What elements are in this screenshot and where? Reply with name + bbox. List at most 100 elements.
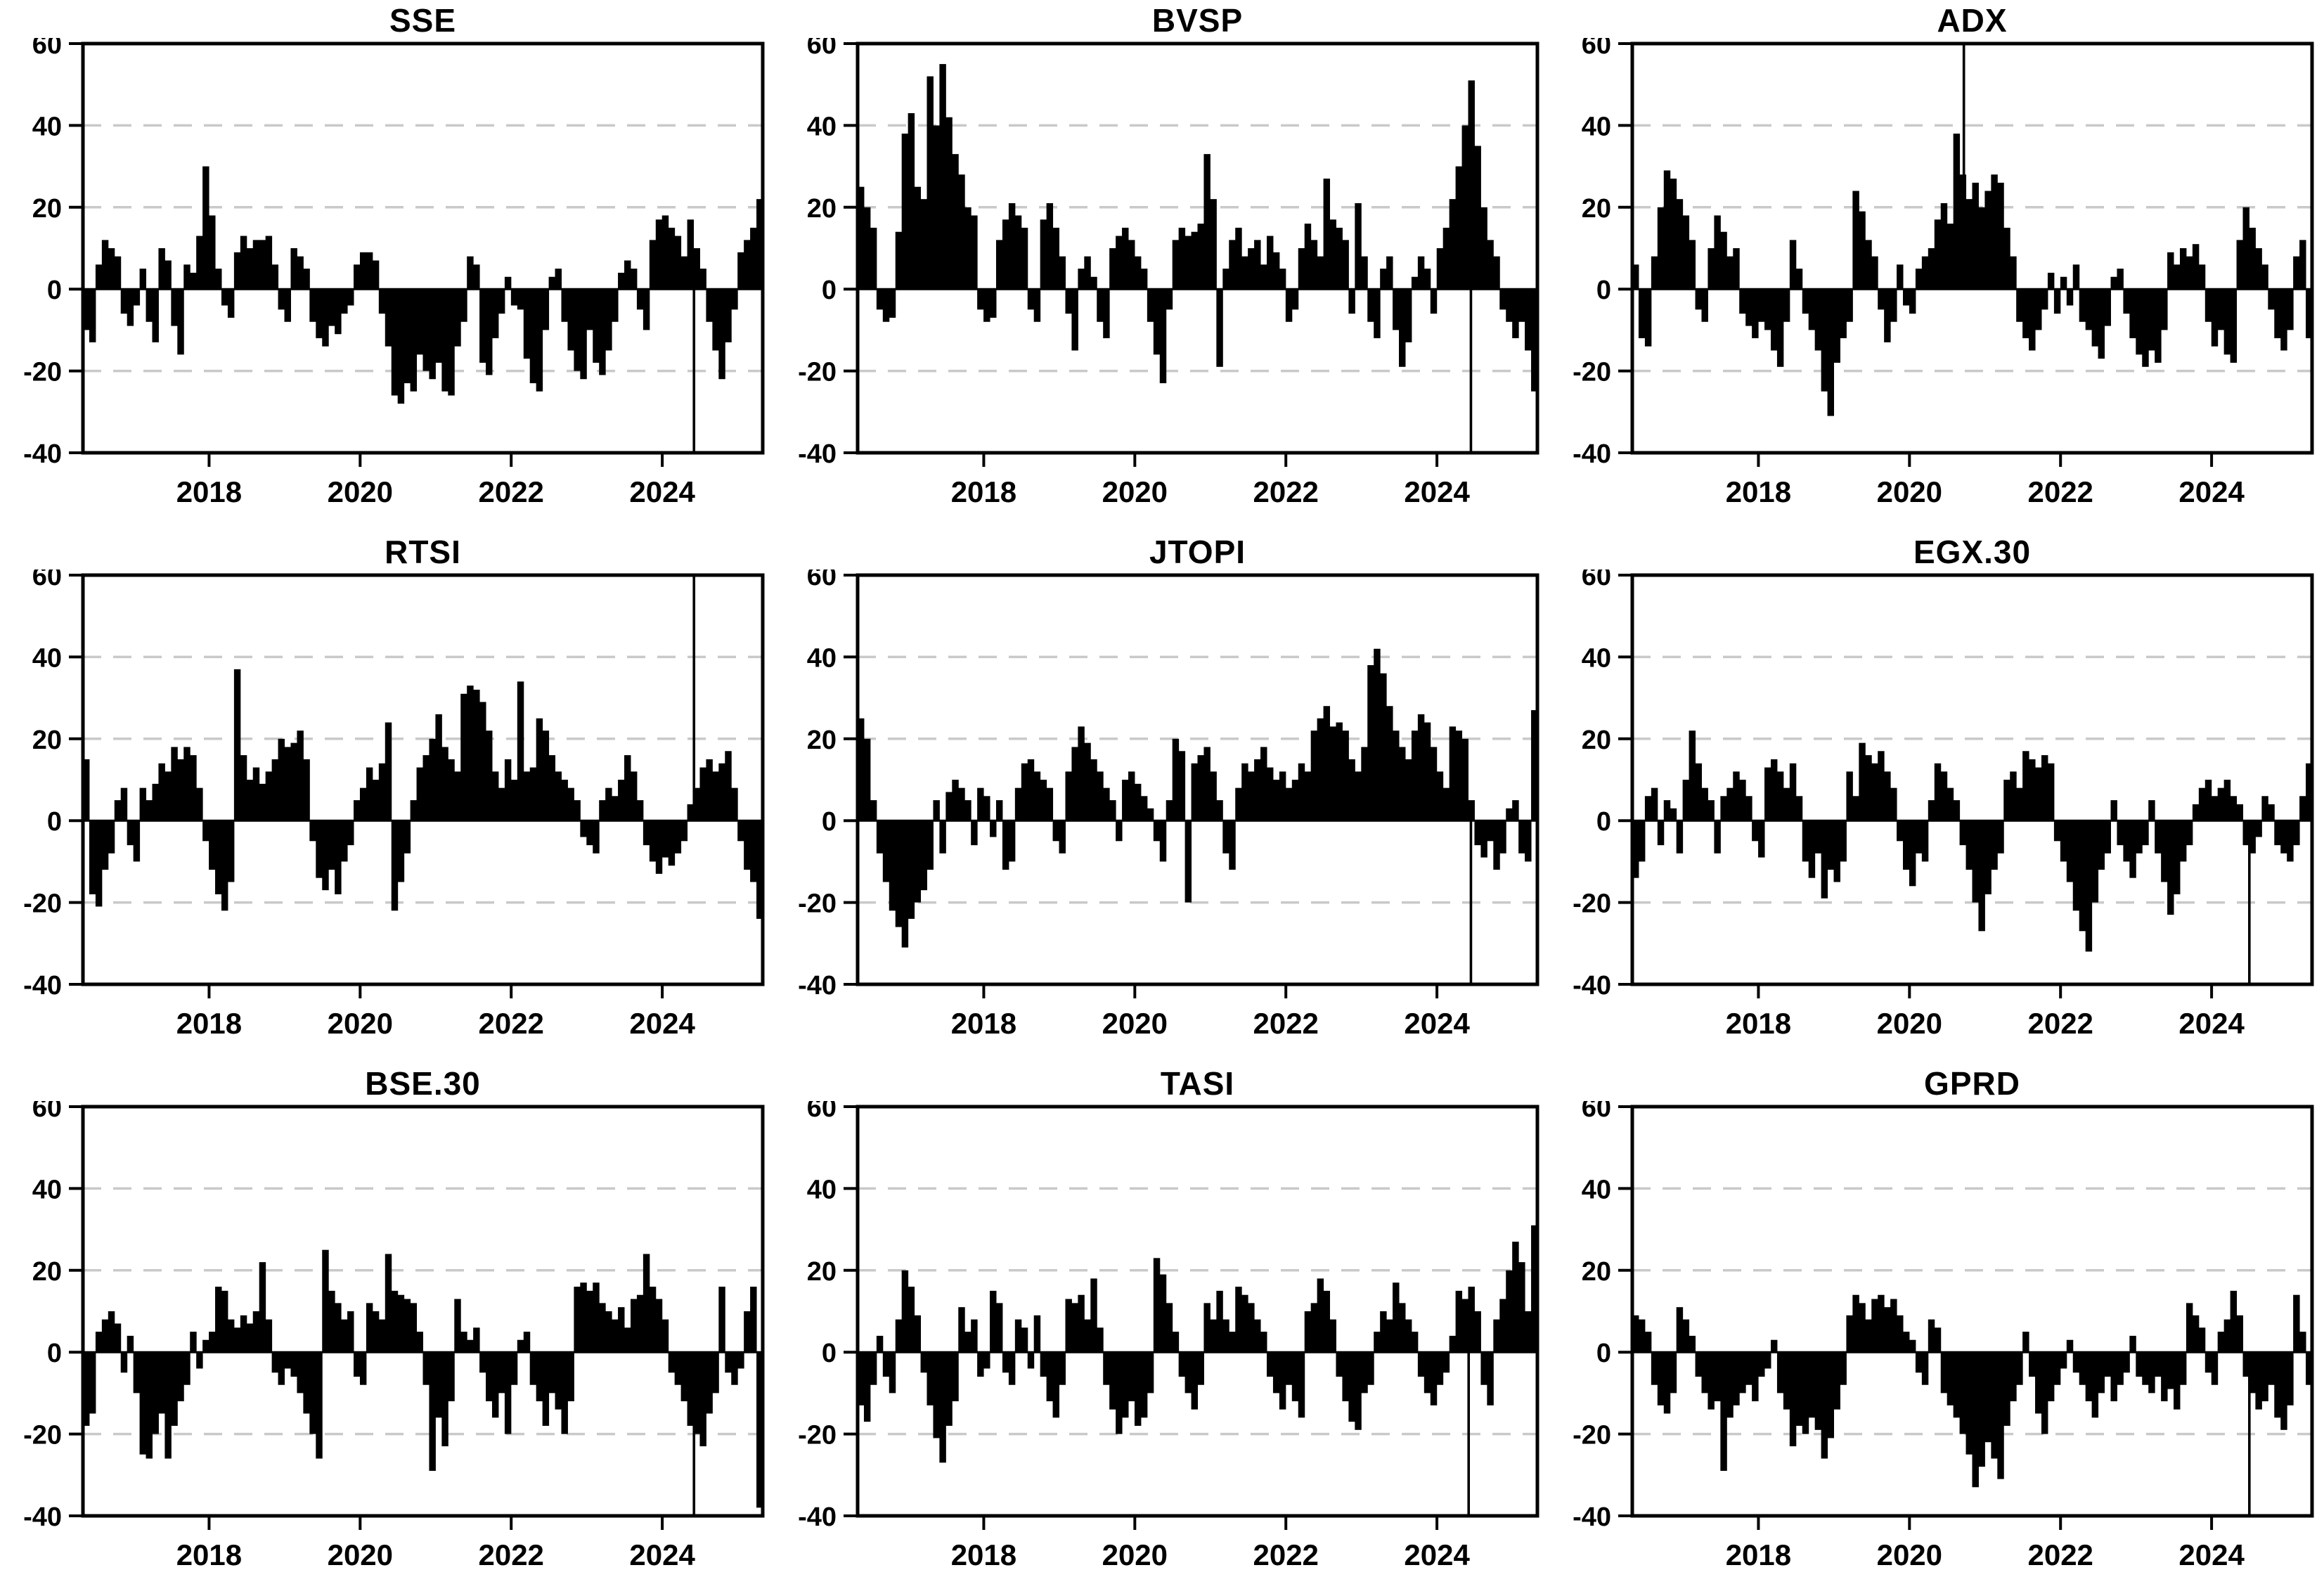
- svg-text:20: 20: [1582, 726, 1611, 755]
- subplot-title-adx: ADX: [1937, 2, 2008, 39]
- svg-text:40: 40: [807, 1175, 837, 1204]
- svg-text:20: 20: [1582, 194, 1611, 224]
- svg-text:2022: 2022: [2027, 475, 2093, 508]
- svg-text:60: 60: [32, 38, 62, 60]
- svg-text:2020: 2020: [1102, 475, 1168, 508]
- subplot-title-rtsi: RTSI: [385, 534, 461, 570]
- svg-text:-20: -20: [1573, 889, 1611, 919]
- svg-text:-20: -20: [798, 889, 837, 919]
- subplot-bse30: BSE.30 60 40 20 0 -20 -40 2018 2020 2022 2024: [0, 1063, 775, 1595]
- svg-text:-20: -20: [23, 1421, 62, 1450]
- svg-text:2022: 2022: [478, 475, 543, 508]
- subplot-title-bse30: BSE.30: [365, 1065, 481, 1102]
- gprd-plot-canvas: 60 40 20 0 -20 -40 2018 2020 2022 2024: [1573, 1101, 2314, 1571]
- svg-text:60: 60: [807, 38, 837, 60]
- sse-plot-canvas: 60 40 20 0 -20 -40 2018 2020 2022 2024: [23, 38, 765, 508]
- subplot-tasi: TASI 60 40 20 0 -20 -40 2018 2020 2022 2024: [775, 1063, 1549, 1595]
- svg-text:2024: 2024: [629, 1007, 695, 1040]
- svg-text:-40: -40: [23, 1502, 62, 1532]
- svg-text:2022: 2022: [1253, 1007, 1318, 1040]
- svg-text:20: 20: [807, 1257, 837, 1287]
- svg-text:-20: -20: [798, 358, 837, 387]
- subplot-title-bvsp: BVSP: [1151, 2, 1244, 39]
- svg-text:2020: 2020: [1102, 1007, 1168, 1040]
- svg-text:0: 0: [822, 276, 837, 305]
- svg-text:-40: -40: [23, 439, 62, 469]
- subplot-title-tasi: TASI: [1160, 1065, 1235, 1102]
- svg-text:20: 20: [807, 194, 837, 224]
- subplot-title-egx30: EGX.30: [1913, 534, 2032, 570]
- svg-text:2020: 2020: [328, 1538, 393, 1571]
- subplot-rtsi: RTSI 60 40 20 0 -20 -40 2018 2020 2022 2024: [0, 532, 775, 1063]
- svg-text:60: 60: [807, 1101, 837, 1123]
- svg-text:0: 0: [47, 807, 62, 837]
- svg-text:40: 40: [1582, 112, 1611, 141]
- svg-text:2018: 2018: [1726, 1538, 1791, 1571]
- svg-text:2018: 2018: [176, 475, 242, 508]
- svg-text:0: 0: [822, 1339, 837, 1368]
- jtopi-plot-canvas: 60 40 20 0 -20 -40 2018 2020 2022 2024: [798, 569, 1539, 1040]
- svg-text:20: 20: [32, 1257, 62, 1287]
- svg-text:40: 40: [1582, 643, 1611, 673]
- svg-text:-20: -20: [23, 358, 62, 387]
- svg-text:2022: 2022: [478, 1538, 543, 1571]
- svg-text:2022: 2022: [1253, 1538, 1318, 1571]
- subplot-sse: SSE 60 40 20 0 -20 -40 2018 2020 2022 2024: [0, 0, 775, 532]
- svg-text:2018: 2018: [1726, 475, 1791, 508]
- subplot-bvsp: BVSP 60 40 20 0 -20 -40 2018 2020 2022 2024: [775, 0, 1549, 532]
- svg-text:-20: -20: [1573, 1421, 1611, 1450]
- svg-text:2022: 2022: [1253, 475, 1318, 508]
- svg-text:60: 60: [32, 569, 62, 591]
- svg-text:-40: -40: [1573, 971, 1611, 1000]
- svg-text:2024: 2024: [2178, 475, 2245, 508]
- svg-text:20: 20: [807, 726, 837, 755]
- svg-text:0: 0: [1596, 807, 1611, 837]
- svg-text:2018: 2018: [951, 475, 1016, 508]
- bse30-plot-canvas: 60 40 20 0 -20 -40 2018 2020 2022 2024: [23, 1101, 765, 1571]
- adx-plot-canvas: 60 40 20 0 -20 -40 2018 2020 2022 2024: [1573, 38, 2314, 508]
- svg-text:-40: -40: [1573, 1502, 1611, 1532]
- svg-text:2020: 2020: [1877, 475, 1942, 508]
- subplot-jtopi: JTOPI 60 40 20 0 -20 -40 2018 2020 2022 2024: [775, 532, 1549, 1063]
- svg-text:2024: 2024: [629, 475, 695, 508]
- tasi-plot-canvas: 60 40 20 0 -20 -40 2018 2020 2022 2024: [798, 1101, 1539, 1571]
- svg-text:2022: 2022: [478, 1007, 543, 1040]
- svg-text:2024: 2024: [629, 1538, 695, 1571]
- subplot-gprd: GPRD 60 40 20 0 -20 -40 2018 2020 2022 2024: [1549, 1063, 2324, 1595]
- svg-text:60: 60: [1582, 1101, 1611, 1123]
- svg-text:20: 20: [32, 194, 62, 224]
- svg-text:-20: -20: [798, 1421, 837, 1450]
- svg-text:2018: 2018: [176, 1007, 242, 1040]
- subplot-title-sse: SSE: [389, 2, 457, 39]
- svg-text:-20: -20: [23, 889, 62, 919]
- subplot-egx30: EGX.30 60 40 20 0 -20 -40 2018 2020 2022 2024: [1549, 532, 2324, 1063]
- svg-text:40: 40: [32, 643, 62, 673]
- subplot-title-gprd: GPRD: [1924, 1065, 2020, 1102]
- svg-text:40: 40: [807, 643, 837, 673]
- svg-text:2024: 2024: [1404, 1007, 1470, 1040]
- bvsp-plot-canvas: 60 40 20 0 -20 -40 2018 2020 2022 2024: [798, 38, 1539, 508]
- svg-text:40: 40: [1582, 1175, 1611, 1204]
- svg-text:2020: 2020: [1102, 1538, 1168, 1571]
- svg-text:0: 0: [47, 276, 62, 305]
- svg-text:-40: -40: [1573, 439, 1611, 469]
- svg-text:40: 40: [32, 112, 62, 141]
- svg-text:2024: 2024: [2178, 1007, 2245, 1040]
- svg-text:20: 20: [32, 726, 62, 755]
- svg-text:60: 60: [807, 569, 837, 591]
- svg-text:-40: -40: [798, 439, 837, 469]
- svg-text:2022: 2022: [2027, 1007, 2093, 1040]
- svg-text:20: 20: [1582, 1257, 1611, 1287]
- svg-text:2018: 2018: [951, 1538, 1016, 1571]
- svg-text:2018: 2018: [951, 1007, 1016, 1040]
- svg-text:0: 0: [47, 1339, 62, 1368]
- svg-text:-40: -40: [798, 971, 837, 1000]
- svg-text:2020: 2020: [1877, 1007, 1942, 1040]
- svg-text:2018: 2018: [1726, 1007, 1791, 1040]
- svg-text:-20: -20: [1573, 358, 1611, 387]
- svg-text:2020: 2020: [1877, 1538, 1942, 1571]
- svg-text:0: 0: [1596, 1339, 1611, 1368]
- svg-text:2020: 2020: [328, 1007, 393, 1040]
- svg-text:0: 0: [822, 807, 837, 837]
